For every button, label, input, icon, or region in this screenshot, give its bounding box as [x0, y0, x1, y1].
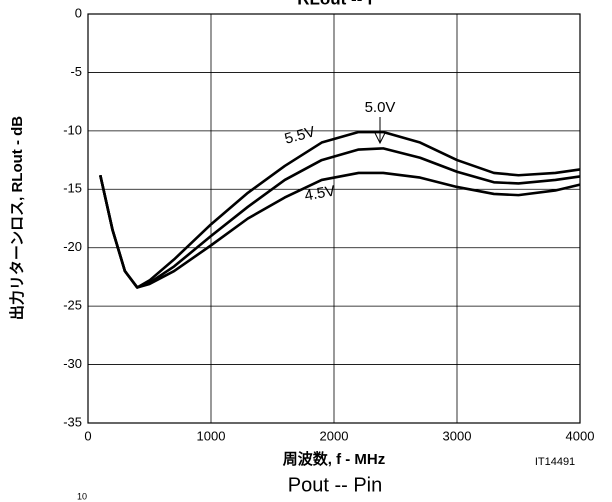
x-tick-label: 3000 — [443, 428, 472, 443]
figure-id: IT14491 — [535, 456, 575, 468]
y-tick-label: -15 — [63, 181, 82, 196]
label-arrow — [374, 117, 386, 145]
chart-title: RLout -- f — [297, 0, 373, 8]
series-label: 4.5V — [303, 182, 336, 204]
y-axis-label: 出力リターンロス, RLout - dB — [8, 116, 26, 320]
x-tick-label: 2000 — [320, 428, 349, 443]
next-chart-tick: 10 — [77, 491, 87, 501]
series-line — [99, 147, 581, 289]
y-tick-label: -10 — [63, 122, 82, 137]
x-tick-label: 1000 — [197, 428, 226, 443]
series-label: 5.5V — [283, 123, 317, 147]
y-tick-label: -30 — [63, 356, 82, 371]
y-tick-label: -25 — [63, 298, 82, 313]
y-tick-label: 0 — [75, 5, 82, 20]
series-line — [99, 171, 581, 289]
y-tick-label: -5 — [70, 64, 82, 79]
y-tick-label: -20 — [63, 239, 82, 254]
next-chart-title: Pout -- Pin — [288, 474, 382, 496]
y-tick-label: -35 — [63, 414, 82, 429]
x-tick-label: 0 — [84, 428, 91, 443]
series-label: 5.0V — [365, 99, 396, 116]
x-tick-label: 4000 — [566, 428, 595, 443]
x-axis-label: 周波数, f - MHz — [283, 450, 386, 468]
